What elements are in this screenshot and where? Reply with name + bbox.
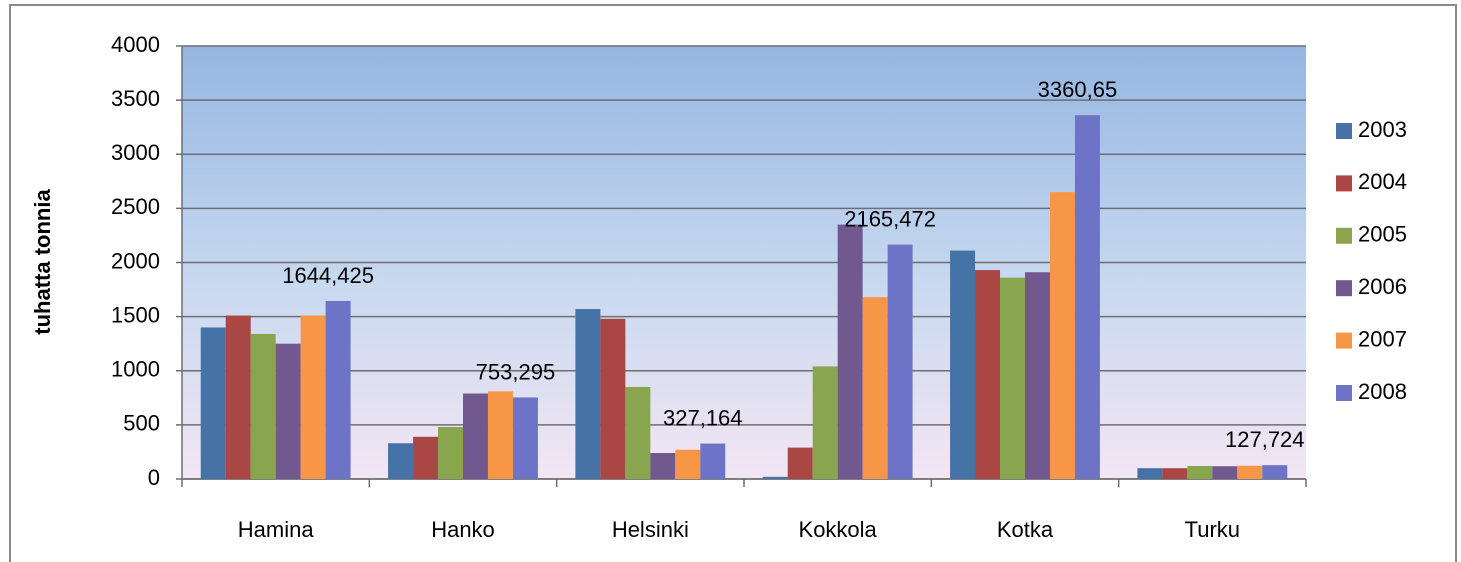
bar (1025, 272, 1050, 479)
bar (1187, 466, 1213, 479)
bar (200, 327, 226, 479)
bar (975, 270, 1001, 479)
bar (837, 224, 863, 479)
legend-label: 2005 (1358, 222, 1407, 247)
x-tick-label: Helsinki (612, 517, 689, 542)
y-tick-label: 3500 (111, 86, 160, 111)
bar (325, 300, 351, 479)
bar (250, 333, 276, 479)
bar (1237, 465, 1263, 479)
x-tick-label: Kokkola (799, 517, 878, 542)
bar (1049, 192, 1075, 479)
bar (812, 366, 838, 479)
bar (487, 391, 513, 479)
x-tick-label: Hamina (238, 517, 315, 542)
y-tick-label: 0 (148, 465, 160, 490)
legend-swatch (1336, 175, 1352, 192)
legend-label: 2003 (1358, 117, 1407, 142)
bar (1212, 466, 1238, 479)
bar (762, 476, 788, 479)
y-tick-label: 1500 (111, 302, 160, 327)
y-axis-label: tuhatta tonnia (30, 189, 55, 335)
legend-label: 2006 (1358, 274, 1407, 299)
legend-swatch (1336, 227, 1352, 244)
data-label: 3360,65 (1038, 77, 1118, 102)
bar (1262, 465, 1288, 479)
y-tick-label: 4000 (111, 32, 160, 57)
legend-swatch (1336, 123, 1352, 139)
legend-label: 2004 (1358, 169, 1407, 194)
bar (463, 393, 488, 479)
y-tick-label: 500 (123, 411, 160, 436)
y-tick-label: 2500 (111, 194, 160, 219)
legend-label: 2008 (1358, 379, 1407, 404)
bar (300, 315, 326, 479)
data-label: 753,295 (476, 359, 556, 384)
bar (675, 449, 701, 479)
legend-swatch (1336, 385, 1352, 401)
bar (413, 436, 439, 479)
bar (275, 343, 301, 479)
bar (1074, 115, 1100, 479)
bar (700, 443, 726, 479)
bar (225, 315, 251, 479)
x-tick-label: Hanko (431, 517, 495, 542)
bar (625, 386, 651, 479)
legend-label: 2007 (1358, 326, 1407, 351)
bar (950, 250, 976, 479)
bar (1162, 468, 1188, 479)
x-tick-label: Kotka (997, 517, 1054, 542)
x-tick-label: Turku (1185, 517, 1240, 542)
y-tick-label: 2000 (111, 248, 160, 273)
bar (575, 309, 601, 479)
data-label: 127,724 (1225, 427, 1305, 452)
bar (862, 297, 888, 479)
bar (388, 443, 414, 479)
data-label: 1644,425 (282, 263, 374, 288)
y-tick-label: 3000 (111, 140, 160, 165)
bar (1000, 277, 1025, 479)
bar (887, 244, 913, 479)
bar (1137, 468, 1163, 479)
bar (600, 318, 626, 479)
y-tick-label: 1000 (111, 357, 160, 382)
data-label: 2165,472 (844, 206, 936, 231)
bar (438, 427, 463, 479)
bar (787, 447, 813, 479)
bar (650, 453, 676, 479)
data-label: 327,164 (663, 405, 743, 430)
bar (512, 397, 538, 479)
legend-swatch (1336, 332, 1352, 349)
legend-swatch (1336, 280, 1352, 297)
